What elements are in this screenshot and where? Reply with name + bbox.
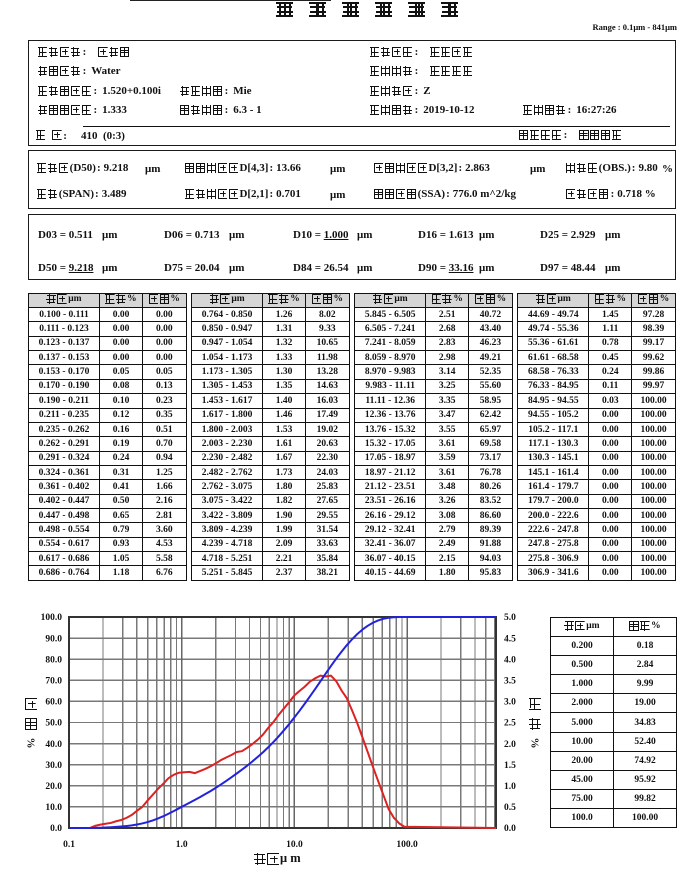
- svg-text:90.0: 90.0: [45, 634, 62, 644]
- svg-text:4.5: 4.5: [504, 634, 516, 644]
- svg-text:100.0: 100.0: [396, 840, 418, 850]
- svg-text:10.0: 10.0: [286, 840, 303, 850]
- svg-text:0.0: 0.0: [504, 824, 516, 834]
- svg-text:3.0: 3.0: [504, 698, 516, 708]
- svg-text:2.5: 2.5: [504, 719, 516, 729]
- svg-text:0.0: 0.0: [50, 824, 62, 834]
- svg-text:3.5: 3.5: [504, 677, 516, 687]
- svg-text:1.5: 1.5: [504, 761, 516, 771]
- svg-text:20.0: 20.0: [45, 782, 62, 792]
- svg-text:100.0: 100.0: [41, 613, 63, 623]
- svg-text:50.0: 50.0: [45, 719, 62, 729]
- svg-text:0.1: 0.1: [63, 840, 75, 850]
- svg-text:30.0: 30.0: [45, 761, 62, 771]
- svg-text:1.0: 1.0: [176, 840, 188, 850]
- svg-text:10.0: 10.0: [45, 803, 62, 813]
- svg-text:0.5: 0.5: [504, 803, 516, 813]
- svg-text:80.0: 80.0: [45, 655, 62, 665]
- svg-text:40.0: 40.0: [45, 740, 62, 750]
- svg-text:70.0: 70.0: [45, 677, 62, 687]
- svg-text:4.0: 4.0: [504, 655, 516, 665]
- svg-text:60.0: 60.0: [45, 698, 62, 708]
- svg-text:2.0: 2.0: [504, 740, 516, 750]
- svg-text:5.0: 5.0: [504, 613, 516, 623]
- svg-text:1.0: 1.0: [504, 782, 516, 792]
